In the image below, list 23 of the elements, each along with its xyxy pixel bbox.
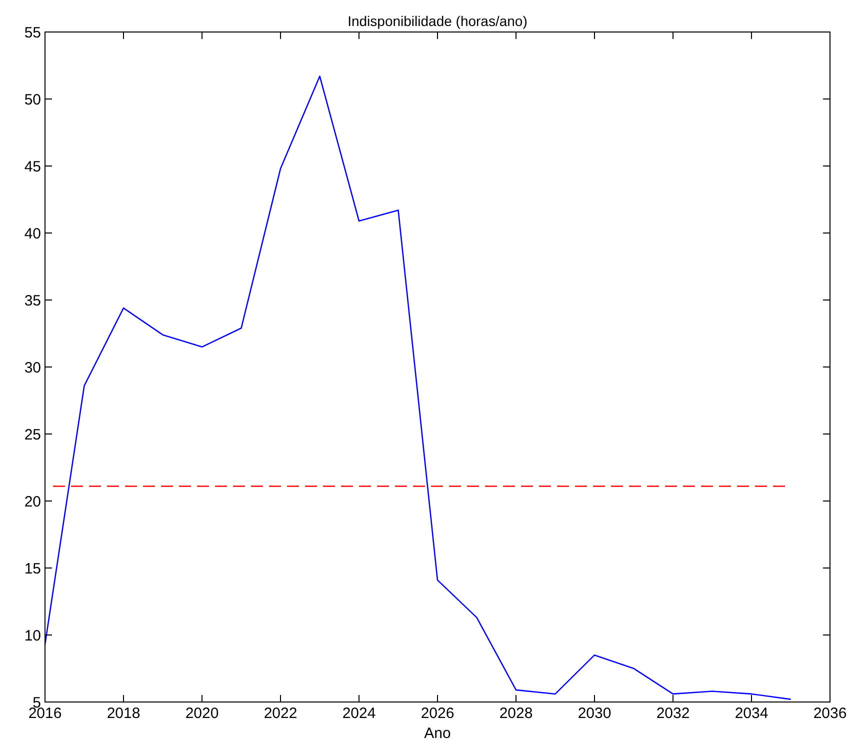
y-tick-label: 25	[24, 426, 41, 444]
x-tick-label: 2018	[106, 705, 140, 722]
x-tick-label: 2022	[264, 705, 298, 722]
x-tick-label: 2020	[185, 705, 219, 722]
y-tick-label: 20	[24, 493, 41, 510]
x-axis-title: Ano	[424, 725, 451, 742]
x-tick-label: 2026	[420, 705, 454, 722]
y-tick-label: 45	[24, 158, 41, 176]
y-tick-label: 50	[24, 91, 41, 108]
x-tick-label: 2036	[813, 705, 847, 722]
chart-title: Indisponibilidade (horas/ano)	[348, 13, 528, 29]
x-tick-label: 2024	[342, 705, 376, 722]
y-tick-label: 40	[24, 225, 41, 242]
x-tick-label: 2028	[499, 705, 533, 722]
y-tick-label: 10	[24, 627, 41, 644]
y-tick-label: 30	[24, 359, 41, 376]
x-tick-label: 2030	[578, 705, 612, 722]
x-tick-label: 2034	[734, 705, 768, 722]
y-tick-label: 55	[24, 24, 41, 42]
line-series	[44, 76, 792, 700]
y-tick-label: 35	[24, 292, 41, 310]
y-tick-label: 15	[24, 560, 41, 578]
x-tick-label: 2032	[656, 705, 690, 722]
